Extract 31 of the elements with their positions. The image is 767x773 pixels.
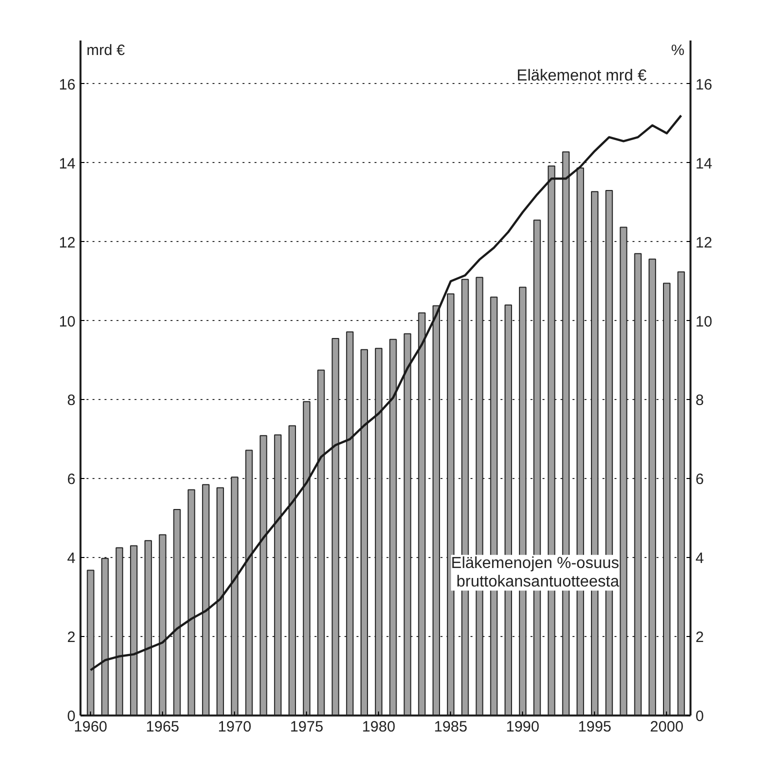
y2-tick-label: 0 (696, 708, 704, 725)
y2-tick-label: 6 (696, 471, 704, 488)
y2-tick-label: 14 (696, 155, 712, 172)
y2-tick-label: 16 (696, 76, 712, 94)
y2-tick-label: 4 (696, 550, 704, 568)
x-tick-label: 1995 (578, 718, 612, 736)
y2-axis-title: % (671, 42, 685, 59)
y2-tick-label: 10 (696, 313, 712, 330)
y-tick-label: 12 (58, 234, 76, 252)
y-tick-label: 4 (67, 550, 76, 568)
y2-tick-label: 12 (696, 234, 712, 252)
series-label: Eläkemenojen %-osuus bruttokansantuotteesta (451, 554, 620, 591)
y2-tick-label: 8 (696, 392, 704, 410)
y-tick-label: 14 (58, 155, 76, 172)
x-tick-label: 1985 (434, 718, 468, 736)
y-tick-label: 16 (58, 76, 76, 94)
x-tick-label: 2000 (650, 718, 684, 736)
y-tick-label: 2 (67, 629, 76, 646)
y2-tick-label: 2 (696, 629, 704, 646)
y-tick-label: 6 (67, 471, 76, 488)
x-tick-label: 1980 (362, 718, 396, 736)
y-tick-label: 10 (58, 313, 76, 330)
x-tick-label: 1990 (506, 718, 540, 736)
y-axis-title: mrd € (86, 42, 126, 59)
x-tick-label: 1975 (290, 718, 324, 736)
x-tick-label: 1965 (146, 718, 180, 736)
x-tick-label: 1970 (218, 718, 252, 736)
y-tick-label: 8 (67, 392, 76, 410)
text: Eläkemenot mrd € (516, 67, 647, 84)
y-tick-label: 0 (67, 708, 76, 725)
x-tick-label: 1960 (74, 718, 108, 736)
